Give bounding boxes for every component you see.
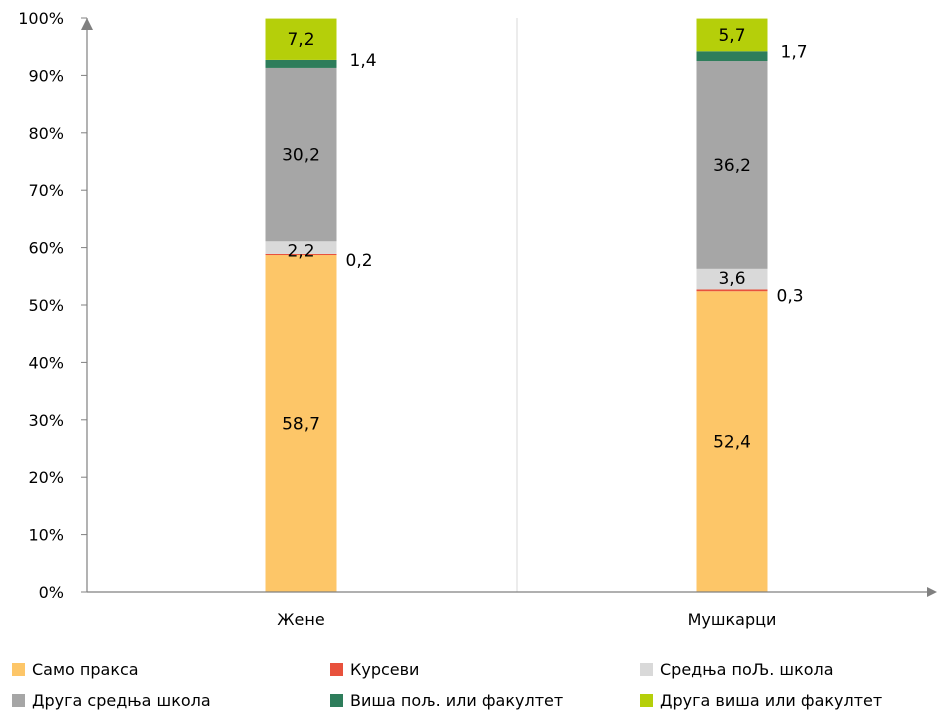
y-tick-label: 90% bbox=[28, 66, 64, 85]
bar-segment bbox=[265, 253, 337, 256]
legend-swatch bbox=[12, 693, 25, 707]
data-label: 0,3 bbox=[777, 287, 804, 307]
x-axis-arrow-icon bbox=[927, 587, 937, 597]
category-labels: Жене Мушкарци bbox=[277, 610, 776, 629]
x-category-label: Жене bbox=[277, 610, 324, 629]
data-label: 5,7 bbox=[718, 26, 745, 46]
legend-label: Виша пољ. или факултет bbox=[350, 690, 564, 710]
data-labels: 58,7 0,2 2,2 30,2 1,4 7,2 52,4 0,3 3,6 36,2 1,7 5,7 bbox=[282, 26, 807, 453]
legend-swatch bbox=[640, 662, 653, 676]
bar-segment bbox=[696, 61, 768, 269]
legend-item: Само пракса bbox=[12, 658, 139, 680]
bar-segment bbox=[265, 241, 337, 254]
bar-segment bbox=[696, 51, 768, 62]
y-tick-label: 80% bbox=[28, 124, 64, 143]
y-tick-label: 30% bbox=[28, 411, 64, 430]
bar-segment bbox=[696, 291, 768, 592]
y-tick-label: 20% bbox=[28, 468, 64, 487]
data-label: 58,7 bbox=[282, 415, 320, 435]
y-tick-label: 10% bbox=[28, 526, 64, 545]
legend-label: Друга средња школа bbox=[32, 690, 211, 710]
y-tick-label: 70% bbox=[28, 181, 64, 200]
legend-swatch bbox=[640, 693, 653, 707]
legend-label: Курсеви bbox=[350, 659, 420, 679]
legend-item: Друга виша или факултет bbox=[640, 689, 882, 711]
bars bbox=[265, 18, 768, 592]
y-tick-label: 60% bbox=[28, 239, 64, 258]
legend-swatch bbox=[330, 693, 343, 707]
data-label: 3,6 bbox=[718, 269, 745, 289]
legend-swatch bbox=[12, 662, 25, 676]
legend-label: Само пракса bbox=[32, 659, 139, 679]
y-tick-label: 40% bbox=[28, 353, 64, 372]
bar-segment bbox=[696, 268, 768, 290]
data-label: 0,2 bbox=[346, 251, 373, 271]
legend-item: Виша пољ. или факултет bbox=[330, 689, 563, 711]
legend-item: Средња поЉ. школа bbox=[640, 658, 834, 680]
y-tick-label: 100% bbox=[18, 9, 64, 28]
data-label: 7,2 bbox=[287, 30, 314, 50]
bar-segment bbox=[265, 255, 337, 592]
stacked-bar-chart: 0% 10% 20% 30% 40% 50% 60% 70% 80% 90% 100% 58,7 0,… bbox=[18, 9, 937, 629]
legend-item: Друга средња школа bbox=[12, 689, 211, 711]
data-label: 2,2 bbox=[287, 241, 314, 261]
bar-segment bbox=[696, 289, 768, 292]
bar-segment bbox=[265, 18, 337, 60]
legend-swatch bbox=[330, 662, 343, 676]
y-axis-arrow-icon bbox=[81, 18, 93, 30]
legend-label: Средња поЉ. школа bbox=[660, 659, 834, 679]
legend: Само пракса Курсеви Средња поЉ. школа Друга… bbox=[0, 650, 937, 714]
axes bbox=[81, 18, 937, 597]
y-tick-label: 0% bbox=[39, 583, 64, 602]
data-label: 1,4 bbox=[350, 51, 377, 71]
bar-segment bbox=[696, 18, 768, 52]
bar-segment bbox=[265, 67, 337, 242]
x-category-label: Мушкарци bbox=[688, 610, 777, 629]
y-axis-ticks: 0% 10% 20% 30% 40% 50% 60% 70% 80% 90% 100% bbox=[18, 9, 87, 602]
data-label: 1,7 bbox=[781, 42, 808, 62]
legend-label: Друга виша или факултет bbox=[660, 690, 883, 710]
data-label: 52,4 bbox=[713, 433, 751, 453]
data-label: 30,2 bbox=[282, 146, 320, 166]
legend-item: Курсеви bbox=[330, 658, 419, 680]
y-tick-label: 50% bbox=[28, 296, 64, 315]
bar-segment bbox=[265, 59, 337, 68]
data-label: 36,2 bbox=[713, 156, 751, 176]
